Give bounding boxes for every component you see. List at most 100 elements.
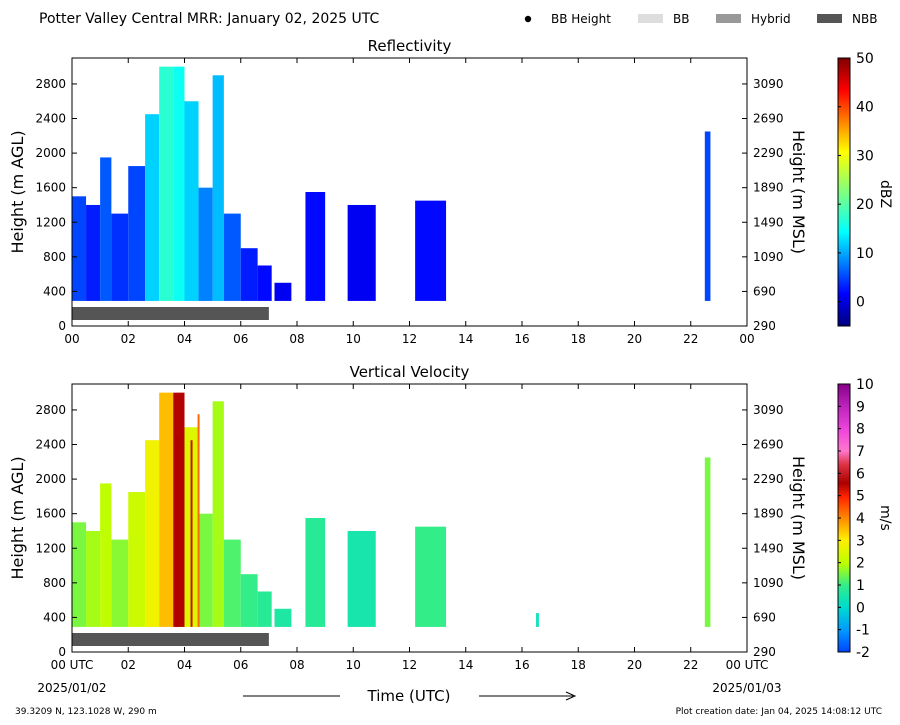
x-tick-label: 08	[289, 658, 304, 672]
colorbar-tick-label: 5	[856, 489, 865, 505]
x-tick-label: 14	[458, 658, 473, 672]
colorbar	[837, 57, 851, 327]
x-tick-label: 00 UTC	[726, 658, 769, 672]
echo-cell	[159, 66, 174, 301]
echo-cell	[305, 518, 326, 627]
y-tick-right-label: 2690	[753, 112, 784, 126]
y-tick-right-label: 3090	[753, 403, 784, 417]
y-tick-label: 2400	[35, 438, 66, 452]
x-tick-label: 04	[177, 332, 192, 346]
echo-cell	[257, 591, 272, 627]
echo-cell	[128, 492, 146, 627]
y-tick-right-label: 1890	[753, 507, 784, 521]
colorbar-tick-label: 9	[856, 399, 865, 415]
echo-cell	[111, 539, 129, 627]
x-tick-label: 06	[233, 658, 248, 672]
y-tick-right-label: 2290	[753, 472, 784, 486]
legend-swatch	[638, 14, 663, 23]
figure-title: Potter Valley Central MRR: January 02, 2…	[39, 11, 379, 27]
echo-cell	[72, 522, 87, 627]
legend-label: BB	[673, 12, 689, 26]
echo-cell	[240, 574, 258, 627]
y-tick-right-label: 1490	[753, 541, 784, 555]
echo-cell	[274, 282, 292, 301]
echo-cell	[223, 213, 241, 301]
echo-cell	[145, 440, 160, 627]
y-tick-right-label: 1090	[753, 250, 784, 264]
top-legend: BB Height BB Hybrid NBB	[524, 12, 877, 26]
x-tick-label: 16	[514, 658, 529, 672]
y-tick-right-label: 2690	[753, 438, 784, 452]
echo-cell	[145, 114, 160, 301]
echo-cell	[347, 530, 376, 627]
y-tick-right-label: 3090	[753, 77, 784, 91]
reflectivity-colorbar-label: dBZ	[877, 180, 893, 208]
y-tick-right-label: 690	[753, 610, 776, 624]
x-tick-label: 12	[402, 332, 417, 346]
colorbar-tick-label: 1	[856, 578, 865, 594]
y-tick-label: 1600	[35, 507, 66, 521]
colorbar-tick-label: 10	[856, 246, 874, 262]
echo-cell	[72, 196, 87, 301]
y-tick-label: 1200	[35, 541, 66, 555]
echo-cell	[212, 75, 224, 301]
colorbar-tick-label: 50	[856, 51, 874, 67]
x-tick-label: 16	[514, 332, 529, 346]
x-tick-label: 14	[458, 332, 473, 346]
y-tick-right-label: 690	[753, 284, 776, 298]
echo-cell	[128, 166, 146, 301]
velocity-colorbar-label: m/s	[877, 505, 893, 531]
colorbar-tick-label: -2	[856, 645, 870, 661]
y-tick-right-label: 1490	[753, 215, 784, 229]
echo-cell	[86, 530, 101, 627]
colorbar-tick-label: -1	[856, 623, 870, 639]
colorbar-tick-label: 7	[856, 444, 865, 460]
y-tick-label: 2800	[35, 77, 66, 91]
legend-label: Hybrid	[751, 12, 791, 26]
nbb-bar	[72, 307, 269, 320]
y-tick-label: 1200	[35, 215, 66, 229]
colorbar-tick-label: 2	[856, 556, 865, 572]
y-tick-label: 0	[58, 319, 66, 333]
y-tick-label: 2000	[35, 146, 66, 160]
y-tick-label: 800	[43, 250, 66, 264]
echo-cell	[223, 539, 241, 627]
end-date-label: 2025/01/03	[712, 681, 781, 695]
start-date-label: 2025/01/02	[37, 681, 106, 695]
x-tick-label: 00 UTC	[51, 658, 94, 672]
nbb-bar	[72, 633, 269, 646]
x-tick-label: 10	[346, 658, 361, 672]
y-tick-right-label: 1090	[753, 576, 784, 590]
echo-cell	[198, 187, 213, 301]
velocity-ylabel-right: Height (m MSL)	[789, 456, 808, 580]
y-tick-right-label: 290	[753, 645, 776, 659]
velocity-xlabel: Time (UTC)	[367, 687, 451, 705]
y-tick-label: 400	[43, 284, 66, 298]
colorbar-tick-label: 6	[856, 466, 865, 482]
colorbar-tick-label: 20	[856, 197, 874, 213]
reflectivity-title: Reflectivity	[368, 37, 452, 55]
x-tick-label: 06	[233, 332, 248, 346]
echo-cell	[111, 213, 129, 301]
legend-swatch	[716, 14, 741, 23]
reflectivity-ylabel: Height (m AGL)	[8, 130, 27, 253]
velocity-panel: Vertical Velocity Height (m AGL) Height …	[8, 363, 893, 705]
colorbar-tick-label: 4	[856, 511, 865, 527]
echo-cell	[198, 513, 213, 627]
x-tick-label: 10	[346, 332, 361, 346]
x-tick-label: 18	[571, 332, 586, 346]
y-tick-label: 2800	[35, 403, 66, 417]
velocity-ylabel: Height (m AGL)	[8, 456, 27, 579]
velocity-title: Vertical Velocity	[350, 363, 470, 381]
x-tick-label: 18	[571, 658, 586, 672]
x-tick-label: 08	[289, 332, 304, 346]
colorbar-tick-label: 40	[856, 100, 874, 116]
legend-swatch	[817, 14, 842, 23]
echo-cell	[212, 401, 224, 627]
colorbar-tick-label: 0	[856, 600, 865, 616]
echo-cell	[347, 204, 376, 301]
echo-cell	[173, 66, 185, 301]
reflectivity-panel: Reflectivity Height (m AGL) Height (m MS…	[8, 37, 893, 346]
x-tick-label: 22	[683, 332, 698, 346]
